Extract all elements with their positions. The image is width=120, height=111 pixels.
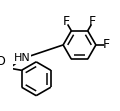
Text: F: F [89, 15, 96, 28]
Text: F: F [103, 38, 110, 51]
Text: O: O [0, 55, 5, 68]
Text: F: F [63, 15, 70, 28]
Text: HN: HN [14, 53, 30, 63]
